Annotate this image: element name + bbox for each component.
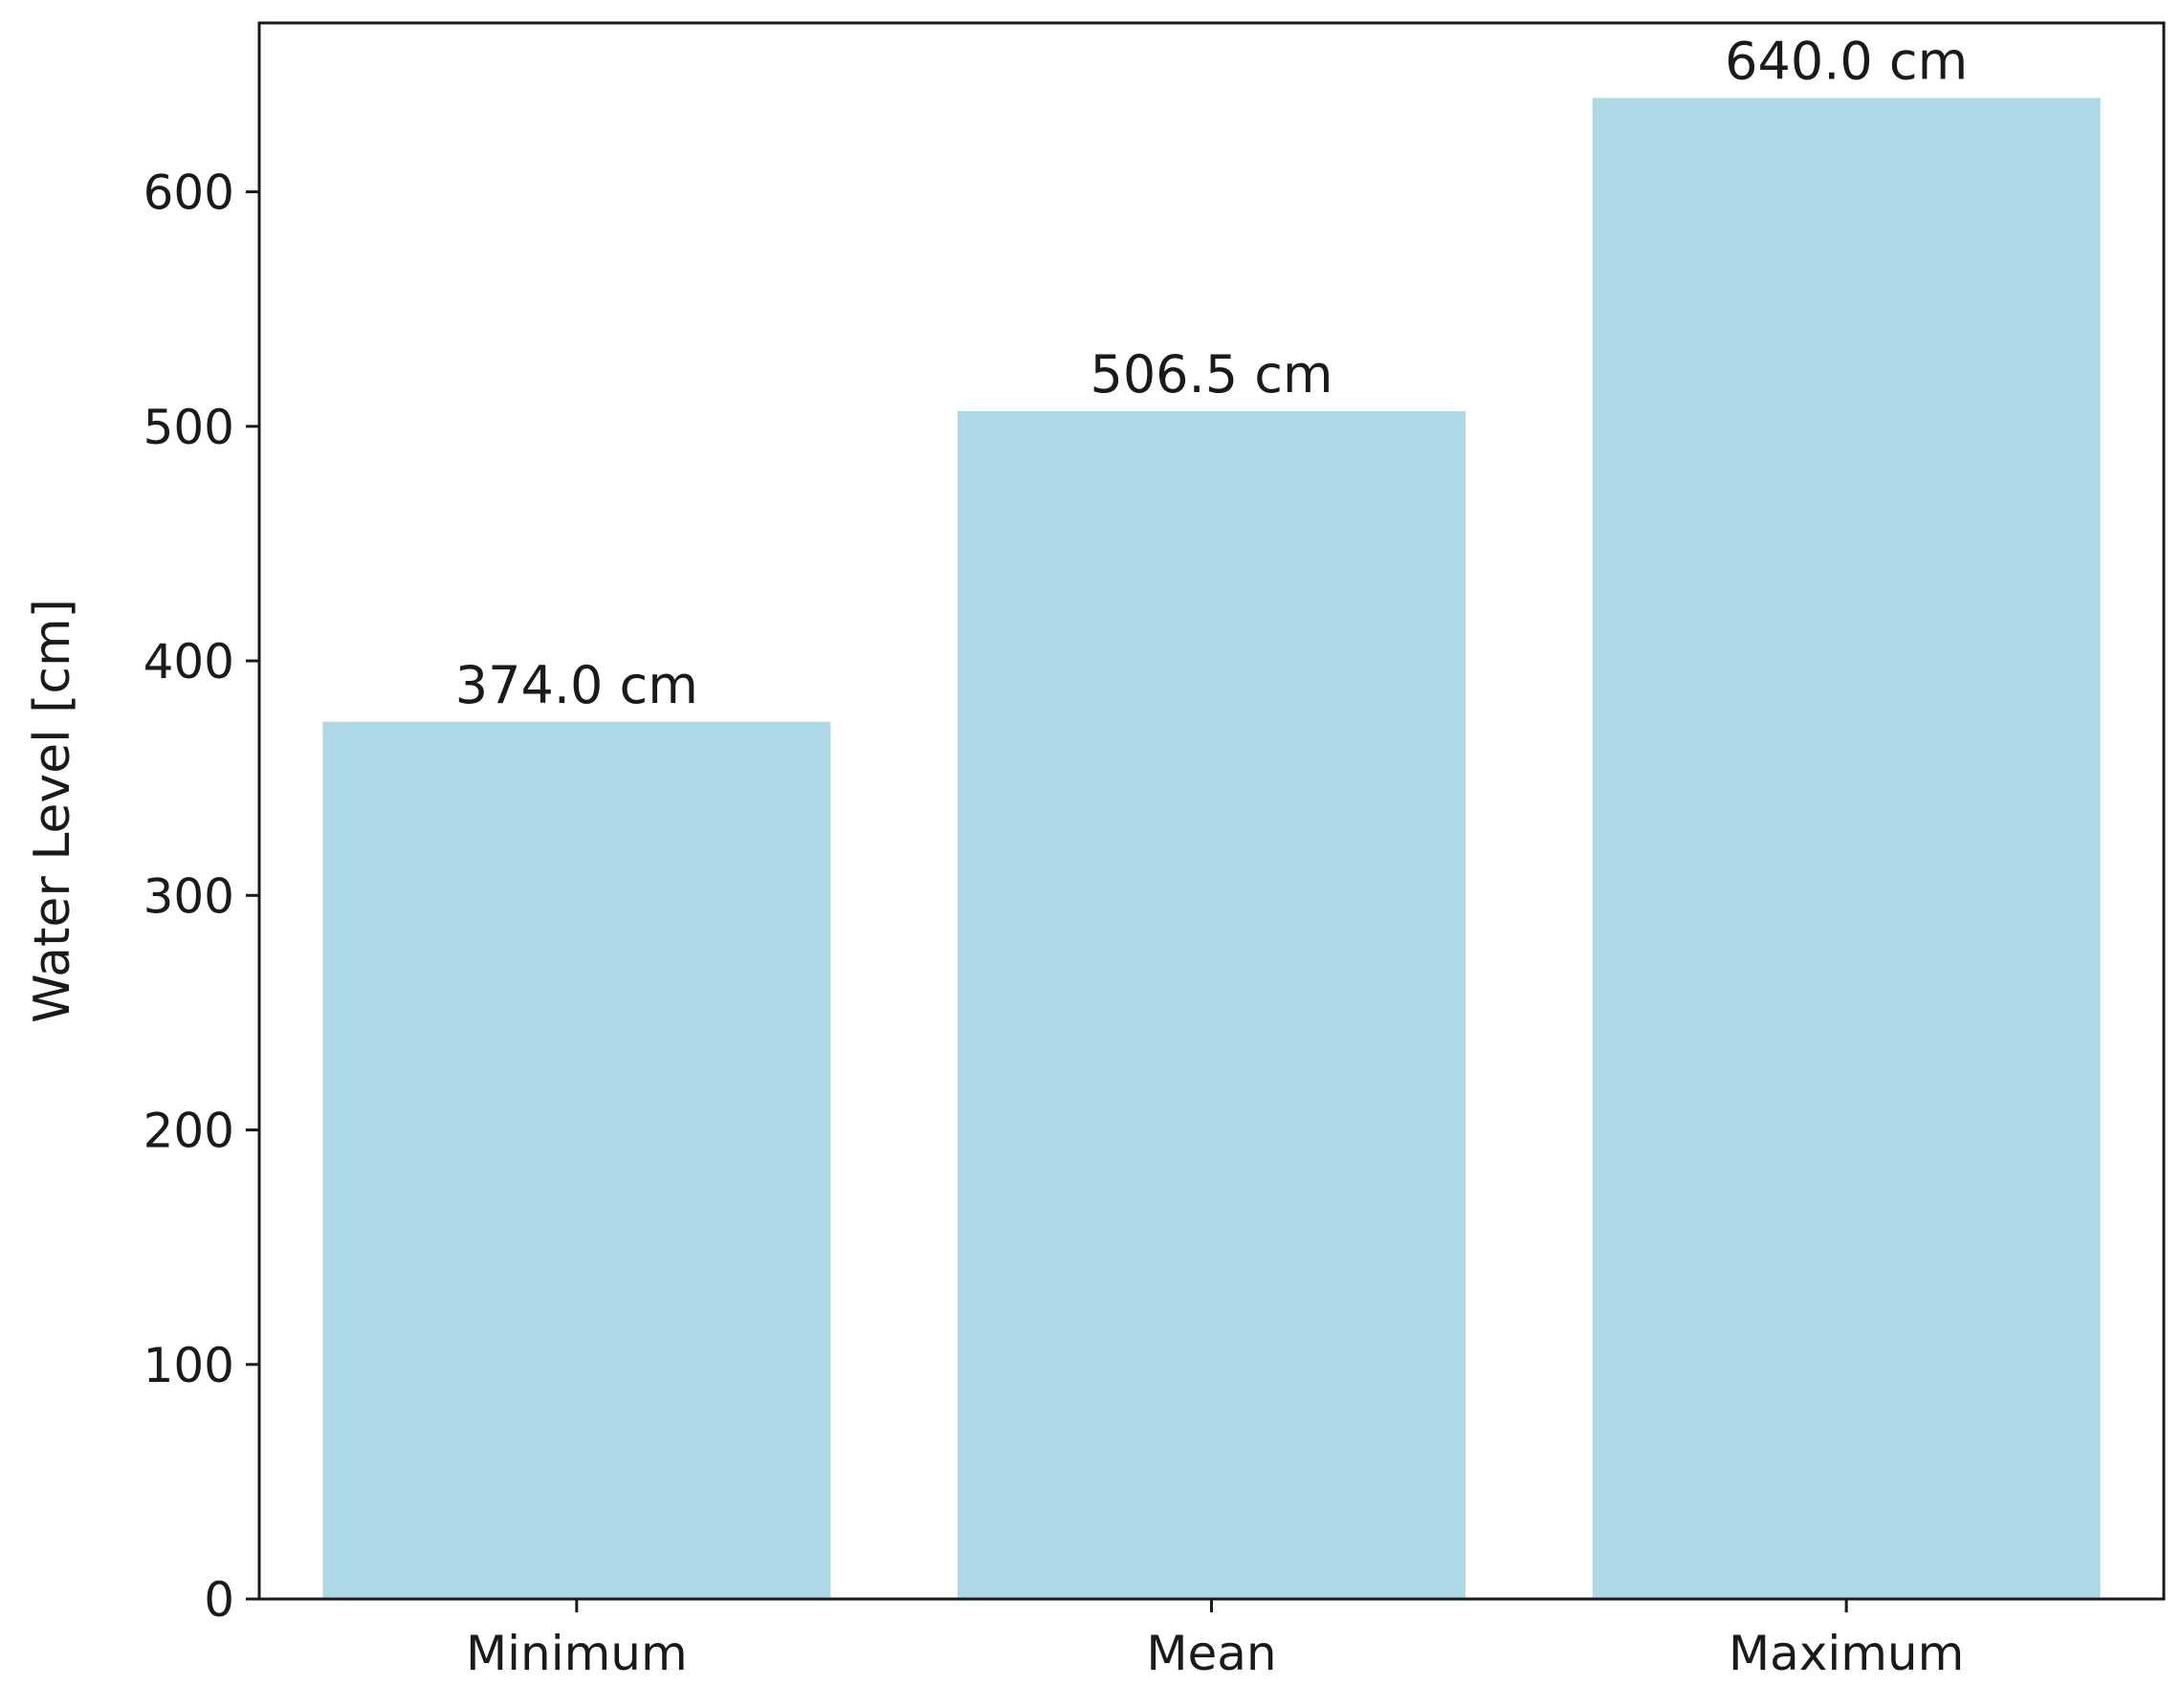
x-tick-label: Mean — [1146, 1626, 1276, 1681]
bar-mean — [958, 410, 1465, 1600]
y-axis-title: Water Level [cm] — [24, 599, 81, 1023]
bars — [322, 98, 2101, 1600]
data-labels: 374.0 cm 506.5 cm 640.0 cm — [455, 31, 1968, 714]
x-tick-label: Maximum — [1729, 1626, 1964, 1681]
bar-value-label: 506.5 cm — [1090, 344, 1333, 405]
y-tick-label: 400 — [143, 634, 234, 690]
y-tick-label: 200 — [143, 1104, 234, 1159]
y-tick-label: 300 — [143, 868, 234, 924]
y-axis: 0 100 200 300 400 500 600 — [143, 165, 259, 1628]
bar-minimum — [322, 721, 831, 1599]
y-tick-label: 600 — [143, 165, 234, 221]
x-axis: Minimum Mean Maximum — [466, 1599, 1964, 1681]
y-tick-label: 100 — [143, 1338, 234, 1393]
y-tick-label: 0 — [204, 1572, 234, 1628]
y-tick-label: 500 — [143, 400, 234, 455]
bar-value-label: 374.0 cm — [455, 655, 698, 715]
bar-maximum — [1592, 98, 2101, 1599]
bar-value-label: 640.0 cm — [1725, 31, 1968, 91]
x-tick-label: Minimum — [466, 1626, 688, 1681]
